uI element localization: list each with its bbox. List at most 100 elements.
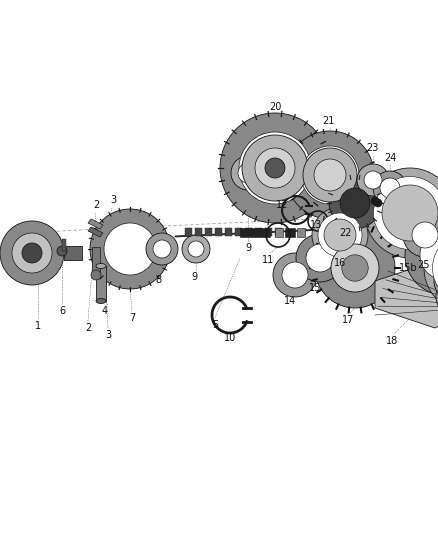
- Text: 21: 21: [322, 116, 334, 126]
- Polygon shape: [88, 219, 103, 229]
- Bar: [215, 228, 222, 236]
- Polygon shape: [88, 227, 103, 237]
- Circle shape: [239, 132, 311, 204]
- Text: 5: 5: [212, 320, 218, 330]
- Text: 15: 15: [309, 283, 321, 293]
- Text: 22: 22: [339, 228, 351, 238]
- Circle shape: [182, 235, 210, 263]
- Circle shape: [312, 207, 368, 263]
- Circle shape: [0, 221, 64, 285]
- Text: 3: 3: [110, 195, 116, 205]
- Circle shape: [324, 219, 356, 251]
- Circle shape: [273, 253, 317, 297]
- Bar: [205, 228, 212, 236]
- Text: 20: 20: [269, 102, 281, 112]
- Ellipse shape: [96, 263, 106, 269]
- Circle shape: [220, 113, 330, 223]
- Bar: [64, 246, 82, 260]
- Circle shape: [91, 270, 101, 280]
- Text: 18: 18: [386, 336, 398, 346]
- Text: 6: 6: [59, 306, 65, 316]
- Bar: [185, 228, 192, 236]
- Text: 9: 9: [245, 243, 251, 253]
- Circle shape: [188, 241, 204, 257]
- Bar: [255, 228, 262, 236]
- Circle shape: [231, 156, 265, 190]
- Circle shape: [374, 199, 382, 207]
- Circle shape: [434, 261, 438, 301]
- Bar: [62, 239, 66, 251]
- Circle shape: [331, 244, 379, 292]
- Bar: [275, 228, 283, 237]
- Circle shape: [242, 135, 308, 201]
- Circle shape: [342, 255, 368, 281]
- Bar: [195, 228, 202, 236]
- Circle shape: [146, 233, 178, 265]
- Circle shape: [357, 164, 389, 196]
- Text: 23: 23: [366, 143, 378, 153]
- Circle shape: [314, 159, 346, 191]
- Bar: [275, 228, 282, 236]
- Text: 13: 13: [310, 220, 322, 230]
- Circle shape: [364, 171, 382, 189]
- Text: 1: 1: [35, 321, 41, 331]
- Text: 24: 24: [384, 153, 396, 163]
- Circle shape: [420, 230, 438, 280]
- Circle shape: [57, 246, 67, 256]
- Ellipse shape: [96, 298, 106, 303]
- Circle shape: [403, 213, 438, 257]
- Circle shape: [301, 146, 359, 204]
- Circle shape: [329, 177, 381, 229]
- Text: 16: 16: [334, 258, 346, 268]
- Circle shape: [303, 148, 357, 202]
- Circle shape: [315, 228, 395, 308]
- Text: 9: 9: [191, 272, 197, 282]
- Circle shape: [238, 163, 258, 183]
- Text: 4: 4: [102, 306, 108, 316]
- Text: 12: 12: [276, 200, 288, 210]
- Text: 15b: 15b: [399, 263, 417, 273]
- Bar: [235, 228, 242, 236]
- Text: 7: 7: [129, 313, 135, 323]
- Circle shape: [104, 223, 156, 275]
- Circle shape: [12, 233, 52, 273]
- Circle shape: [318, 213, 362, 257]
- Bar: [92, 247, 100, 275]
- Bar: [297, 228, 305, 237]
- Circle shape: [382, 185, 438, 241]
- Circle shape: [424, 224, 438, 312]
- Text: 25: 25: [417, 260, 429, 270]
- Circle shape: [373, 171, 407, 205]
- Circle shape: [306, 244, 334, 272]
- Circle shape: [412, 222, 438, 248]
- Circle shape: [282, 262, 308, 288]
- Text: 11: 11: [262, 255, 274, 265]
- Text: 10: 10: [224, 333, 236, 343]
- Circle shape: [90, 209, 170, 289]
- Circle shape: [286, 131, 374, 219]
- Text: 8: 8: [155, 275, 161, 285]
- Circle shape: [153, 240, 171, 258]
- Circle shape: [371, 197, 379, 205]
- Text: 17: 17: [342, 315, 354, 325]
- Circle shape: [405, 215, 438, 295]
- Bar: [245, 228, 252, 236]
- Circle shape: [340, 188, 370, 218]
- Polygon shape: [175, 228, 355, 238]
- Circle shape: [432, 232, 438, 303]
- Circle shape: [365, 168, 438, 258]
- Bar: [265, 228, 272, 236]
- Circle shape: [436, 272, 438, 320]
- Polygon shape: [375, 261, 438, 328]
- Bar: [240, 228, 270, 237]
- Circle shape: [374, 176, 438, 249]
- Bar: [225, 228, 232, 236]
- Text: 2: 2: [85, 323, 91, 333]
- Circle shape: [22, 243, 42, 263]
- Circle shape: [265, 158, 285, 178]
- Circle shape: [380, 178, 400, 198]
- Circle shape: [296, 234, 344, 282]
- Bar: [96, 266, 106, 301]
- Text: 3: 3: [105, 330, 111, 340]
- Text: 14: 14: [284, 296, 296, 306]
